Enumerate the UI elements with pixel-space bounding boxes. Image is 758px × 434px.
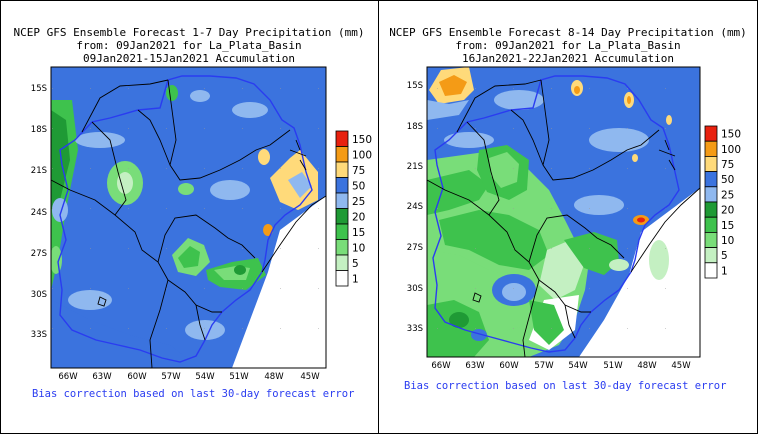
legend-label: 150 [352,134,372,146]
legend-swatch [335,130,349,147]
legend-swatch [335,223,349,240]
chart-title-line-1: NCEP GFS Ensemble Forecast 1-7 Day Preci… [13,26,365,39]
y-tick-label: 15S [407,81,423,91]
x-tick-label: 51W [229,372,249,382]
legend-swatch [335,239,349,256]
y-tick-label: 27S [407,243,423,253]
y-tick-label: 24S [407,202,423,212]
precipitation-map-week1: 66W 63W 60W 57W 54W 51W 48W 45W 15S 18S 21S 24S 27S 3… [31,66,372,382]
legend-label: 15 [352,227,365,239]
legend-label: 20 [352,211,365,223]
y-tick-label: 18S [31,125,47,135]
legend-label: 10 [352,242,365,254]
chart-title-line-3: 09Jan2021-15Jan2021 Accumulation [83,52,295,65]
legend-label: 50 [352,180,365,192]
x-tick-label: 63W [465,361,485,371]
x-tick-label: 51W [603,361,623,371]
y-tick-label: 18S [407,122,423,132]
forecast-panel-week2: NCEP GFS Ensemble Forecast 8-14 Day Prec… [379,0,757,434]
legend-swatch [335,254,349,271]
legend-swatch [704,140,718,157]
legend-swatch [335,146,349,163]
x-tick-label: 57W [534,361,554,371]
legend-week2: 150 100 75 50 25 20 15 10 5 1 [704,125,741,279]
legend-label: 5 [721,250,728,262]
x-tick-label: 63W [92,372,112,382]
legend-label: 75 [352,165,365,177]
bias-correction-note: Bias correction based on last 30-day for… [404,380,727,392]
legend-swatch [704,186,718,203]
x-tick-label: 66W [58,372,78,382]
x-tick-label: 45W [300,372,320,382]
legend-swatch [704,216,718,233]
x-tick-label: 54W [195,372,215,382]
legend-swatch [335,192,349,209]
legend-week1: 150 100 75 50 25 20 15 10 5 1 [335,130,372,287]
axis-ticks-week1: 66W 63W 60W 57W 54W 51W 48W 45W 15S 18S 21S 24S 27S 3… [31,84,320,382]
y-tick-label: 33S [407,324,423,334]
map-frame-week1 [50,66,327,369]
x-tick-label: 45W [671,361,691,371]
axis-ticks-week2: 66W 63W 60W 57W 54W 51W 48W 45W 15S 18S 21S 24S 27S 3… [407,81,691,371]
precipitation-map-week2: 66W 63W 60W 57W 54W 51W 48W 45W 15S 18S 21S 24S 27S 3… [407,66,741,371]
x-tick-label: 54W [568,361,588,371]
legend-label: 10 [721,235,734,247]
x-tick-label: 66W [431,361,451,371]
legend-label: 25 [721,189,734,201]
legend-swatch [704,262,718,279]
legend-label: 100 [721,144,741,156]
boundaries-week1 [51,75,326,368]
x-tick-label: 57W [161,372,181,382]
legend-swatch [335,208,349,225]
x-tick-label: 60W [127,372,147,382]
y-tick-label: 24S [31,208,47,218]
legend-label: 1 [352,273,359,285]
legend-label: 20 [721,205,734,217]
y-tick-label: 21S [407,162,423,172]
chart-title-line-3: 16Jan2021-22Jan2021 Accumulation [462,52,674,65]
legend-swatch [335,177,349,194]
legend-label: 150 [721,129,741,141]
legend-label: 100 [352,149,372,161]
chart-title-line-2: from: 09Jan2021 for La_Plata_Basin [76,39,302,52]
y-tick-label: 15S [31,84,47,94]
legend-swatch [335,270,349,287]
y-tick-label: 30S [31,290,47,300]
legend-label: 75 [721,159,734,171]
legend-label: 25 [352,196,365,208]
legend-swatch [335,161,349,178]
legend-swatch [704,231,718,248]
x-tick-label: 48W [264,372,284,382]
legend-label: 5 [352,258,359,270]
forecast-panel-week1: NCEP GFS Ensemble Forecast 1-7 Day Preci… [0,0,378,434]
legend-swatch [704,247,718,264]
legend-label: 1 [721,265,728,277]
map-frame-week2 [426,66,701,358]
y-tick-label: 21S [31,166,47,176]
chart-title-line-1: NCEP GFS Ensemble Forecast 8-14 Day Prec… [389,26,747,39]
bias-correction-note: Bias correction based on last 30-day for… [32,388,355,400]
boundaries-week2 [427,75,700,357]
legend-swatch [704,155,718,172]
legend-swatch [704,201,718,218]
legend-label: 15 [721,220,734,232]
legend-swatch [704,125,718,142]
y-tick-label: 27S [31,249,47,259]
panel-divider [378,0,379,434]
y-tick-label: 33S [31,330,47,340]
x-tick-label: 48W [637,361,657,371]
y-tick-label: 30S [407,284,423,294]
legend-swatch [704,171,718,188]
legend-label: 50 [721,174,734,186]
x-tick-label: 60W [499,361,519,371]
chart-title-line-2: from: 09Jan2021 for La_Plata_Basin [455,39,681,52]
